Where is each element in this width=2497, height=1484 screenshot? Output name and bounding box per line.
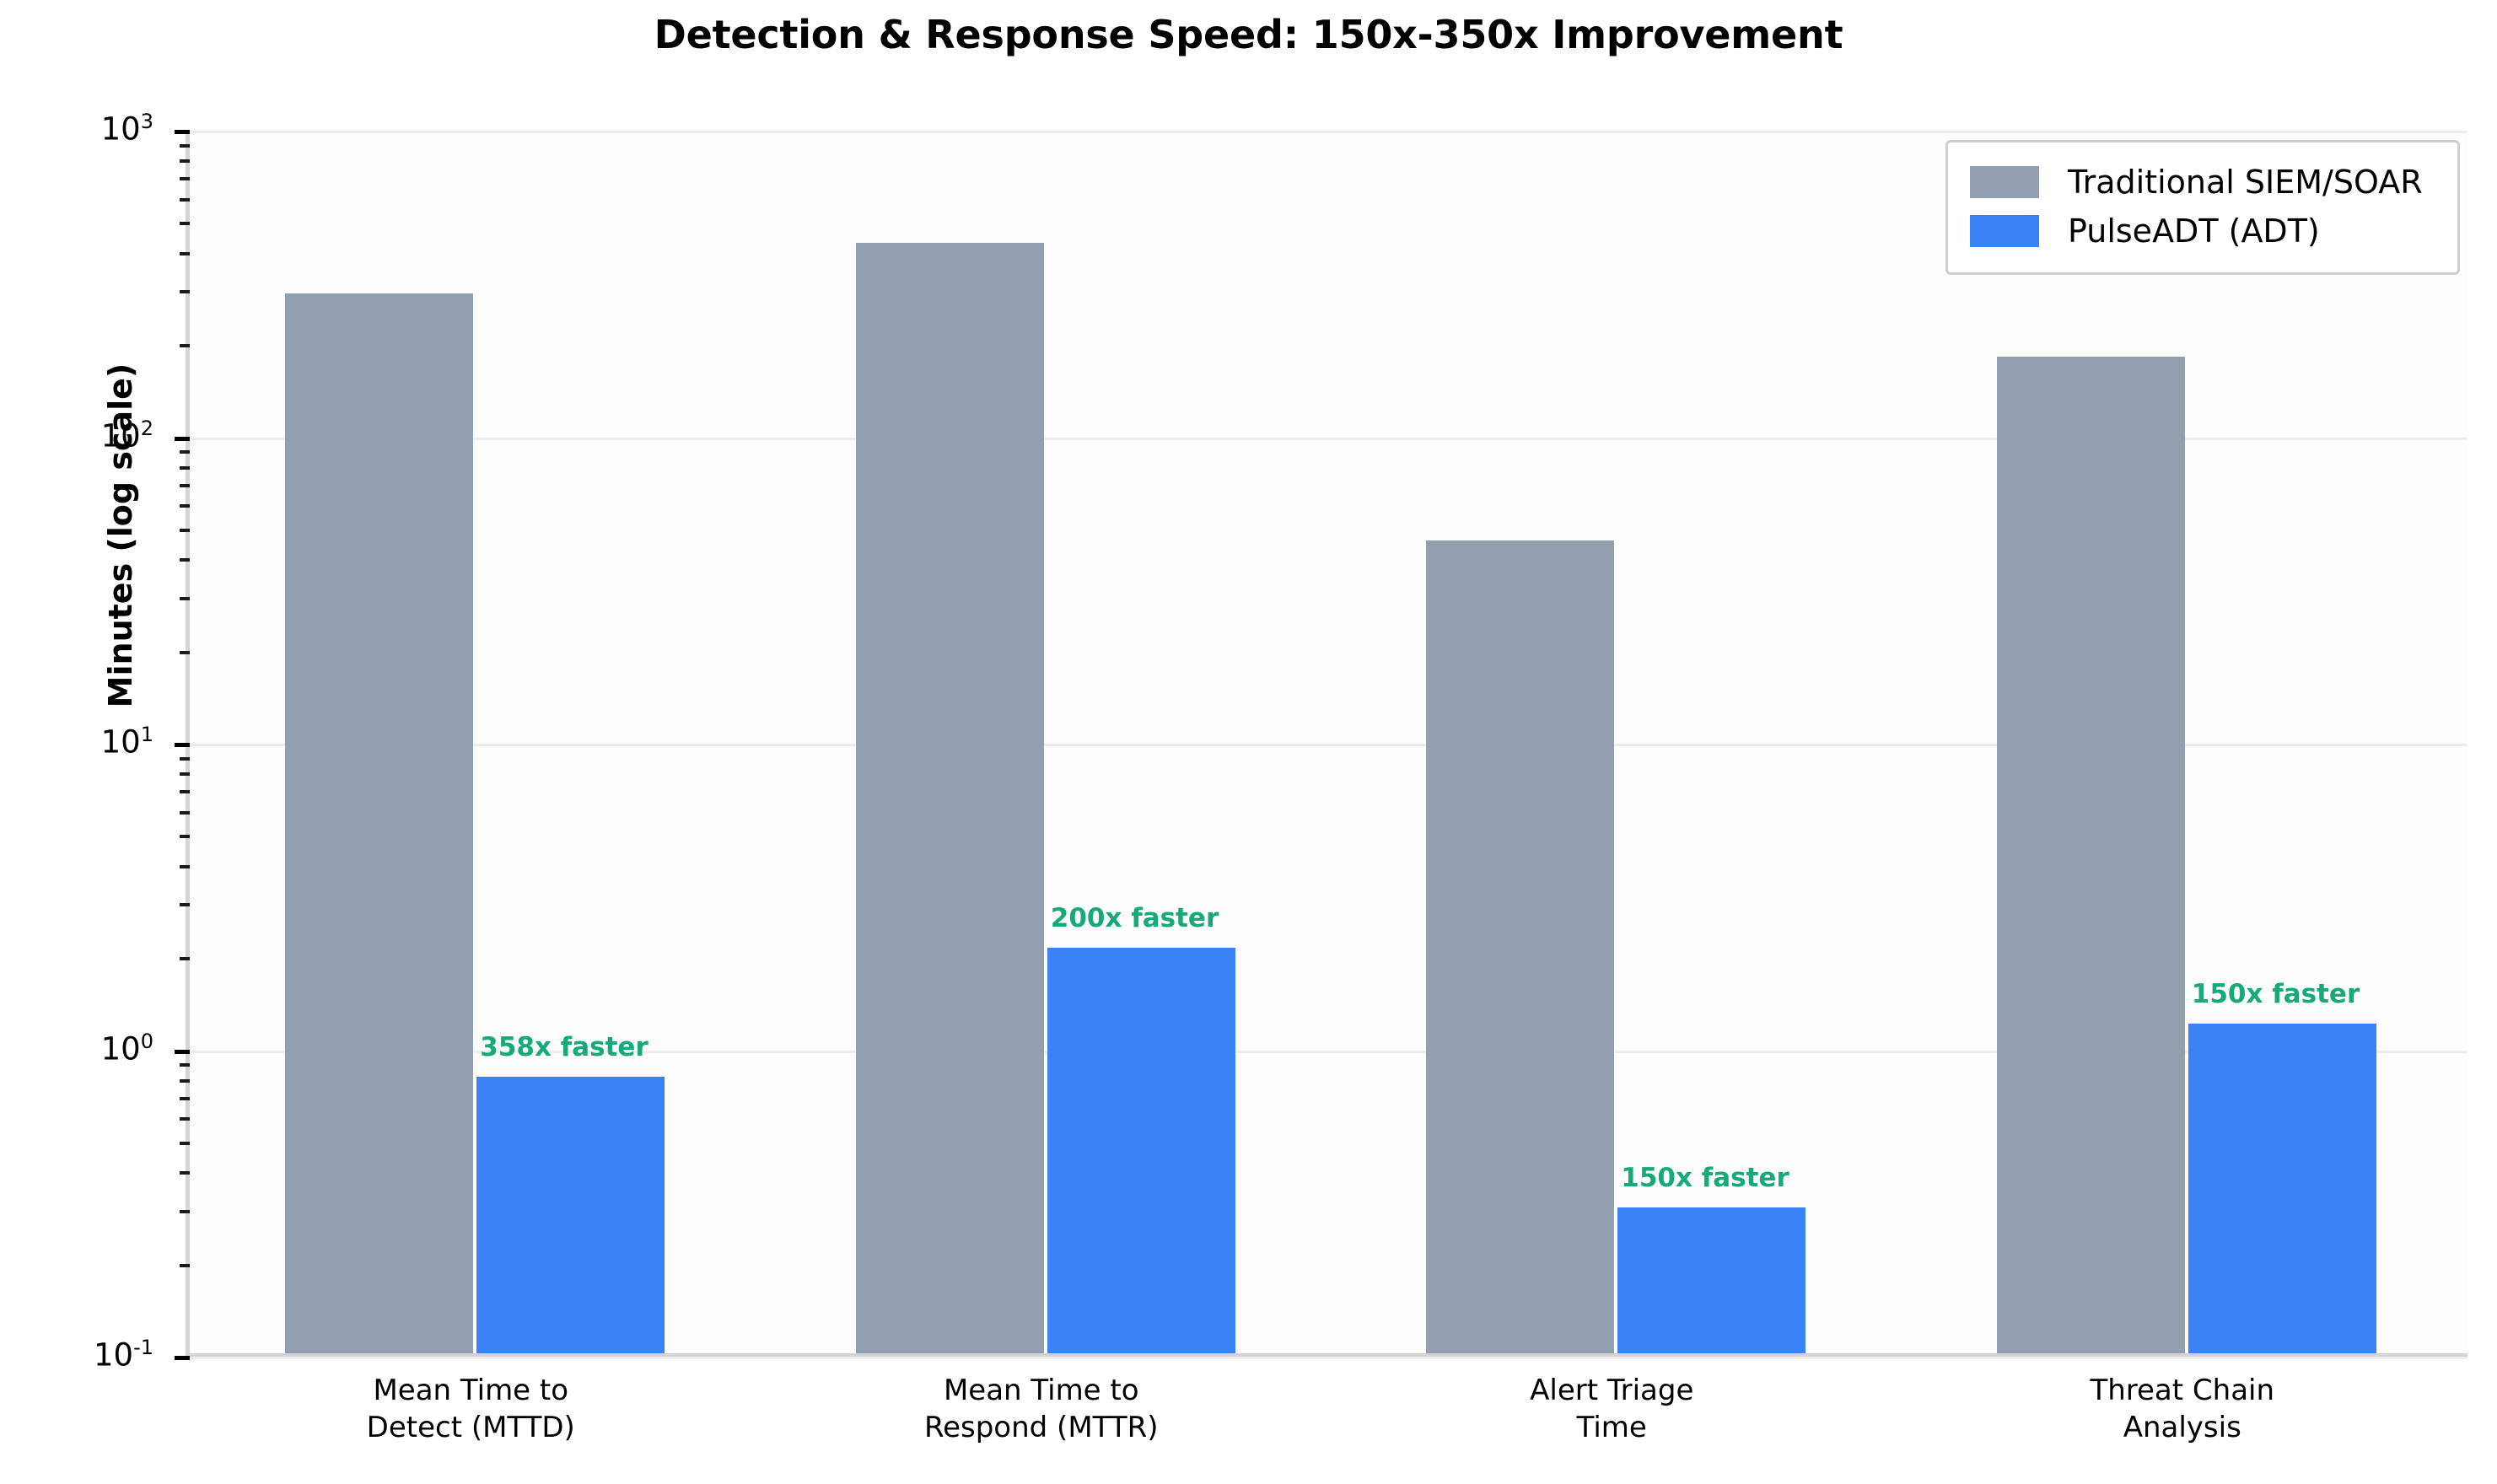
gridline [190, 1050, 2467, 1053]
x-tick-label: Alert Triage Time [1359, 1373, 1865, 1446]
y-tick-minor [180, 1117, 190, 1121]
y-tick-minor [180, 504, 190, 508]
x-tick-label-line: Analysis [2123, 1410, 2241, 1444]
bar-annotation: 150x faster [1621, 1162, 1789, 1193]
y-tick-minor [180, 143, 190, 148]
bar-pulseadt [476, 1076, 665, 1353]
y-tick-minor [180, 558, 190, 562]
bar-pulseadt [1047, 948, 1235, 1353]
y-tick-minor [180, 483, 190, 487]
bar-annotation: 150x faster [2191, 979, 2360, 1010]
y-tick-minor [180, 957, 190, 961]
bar-annotation: 358x faster [480, 1031, 648, 1062]
y-tick-minor [180, 1063, 190, 1067]
bar-traditional [285, 293, 474, 1353]
y-tick-label: 103 [100, 110, 153, 148]
y-tick-minor [180, 835, 190, 839]
y-tick-major [175, 743, 190, 747]
legend-swatch-pulseadt [1970, 215, 2039, 247]
x-tick-label-line: Respond (MTTR) [924, 1410, 1159, 1444]
y-tick-minor [180, 650, 190, 654]
y-tick-minor [180, 1078, 190, 1083]
chart-title: Detection & Response Speed: 150x-350x Im… [654, 12, 1843, 57]
x-tick-label-line: Detect (MTTD) [366, 1410, 575, 1444]
bar-annotation: 200x faster [1050, 903, 1219, 934]
x-tick-label-line: Mean Time to [373, 1374, 569, 1407]
y-tick-minor [180, 465, 190, 470]
y-tick-minor [180, 290, 190, 294]
y-tick-label: 10-1 [93, 1336, 153, 1374]
y-tick-minor [180, 756, 190, 761]
legend-label-pulseadt: PulseADT (ADT) [2068, 212, 2320, 250]
y-tick-minor [180, 596, 190, 600]
bar-traditional [855, 242, 1044, 1353]
y-tick-minor [180, 251, 190, 255]
gridline [190, 744, 2467, 746]
y-tick-minor [180, 1263, 190, 1267]
x-tick-label-line: Alert Triage [1530, 1374, 1694, 1407]
y-tick-minor [180, 903, 190, 907]
x-tick-label: Mean Time to Respond (MTTR) [788, 1373, 1294, 1446]
x-tick-label: Threat Chain Analysis [1929, 1373, 2435, 1446]
y-tick-major [175, 130, 190, 134]
y-tick-label: 101 [100, 723, 153, 761]
x-tick-label-line: Mean Time to [943, 1374, 1139, 1407]
y-tick-minor [180, 772, 190, 777]
y-tick-label: 100 [100, 1029, 153, 1067]
y-tick-minor [180, 177, 190, 181]
legend-entry-pulseadt[interactable]: PulseADT (ADT) [1970, 207, 2440, 255]
y-tick-minor [180, 790, 190, 794]
x-tick-label-line: Time [1576, 1410, 1647, 1444]
y-tick-minor [180, 344, 190, 348]
y-tick-minor [180, 159, 190, 164]
gridline [190, 1357, 2467, 1359]
gridline [190, 437, 2467, 440]
bar-traditional [1426, 540, 1615, 1353]
plot-area: 10-1 100 101 102 103 358x faster 200x faster 15… [94, 110, 2467, 1373]
y-tick-major [175, 1356, 190, 1360]
y-tick-minor [180, 864, 190, 868]
bar-pulseadt [1617, 1207, 1806, 1353]
y-tick-minor [180, 810, 190, 815]
y-tick-major [175, 436, 190, 441]
y-tick-minor [180, 1209, 190, 1213]
bar-traditional [1996, 357, 2185, 1353]
y-tick-minor [180, 528, 190, 532]
y-tick-major [175, 1049, 190, 1054]
plot-inner: 10-1 100 101 102 103 358x faster 200x faster 15… [94, 110, 2467, 1373]
x-tick-label: Mean Time to Detect (MTTD) [218, 1373, 724, 1446]
gridline [190, 131, 2467, 133]
y-tick-label: 102 [100, 416, 153, 454]
chart-legend: Traditional SIEM/SOAR PulseADT (ADT) [1945, 140, 2460, 275]
legend-entry-traditional[interactable]: Traditional SIEM/SOAR [1970, 158, 2440, 207]
legend-label-traditional: Traditional SIEM/SOAR [2068, 164, 2423, 201]
y-tick-minor [180, 1141, 190, 1145]
y-tick-minor [180, 1171, 190, 1175]
legend-swatch-traditional [1970, 166, 2039, 198]
y-tick-minor [180, 1096, 190, 1100]
y-tick-minor [180, 450, 190, 454]
bar-pulseadt [2188, 1024, 2376, 1353]
y-axis-label: Minutes (log scale) [102, 363, 139, 708]
x-tick-label-line: Threat Chain [2090, 1374, 2275, 1407]
y-tick-minor [180, 197, 190, 202]
y-tick-minor [180, 222, 190, 226]
